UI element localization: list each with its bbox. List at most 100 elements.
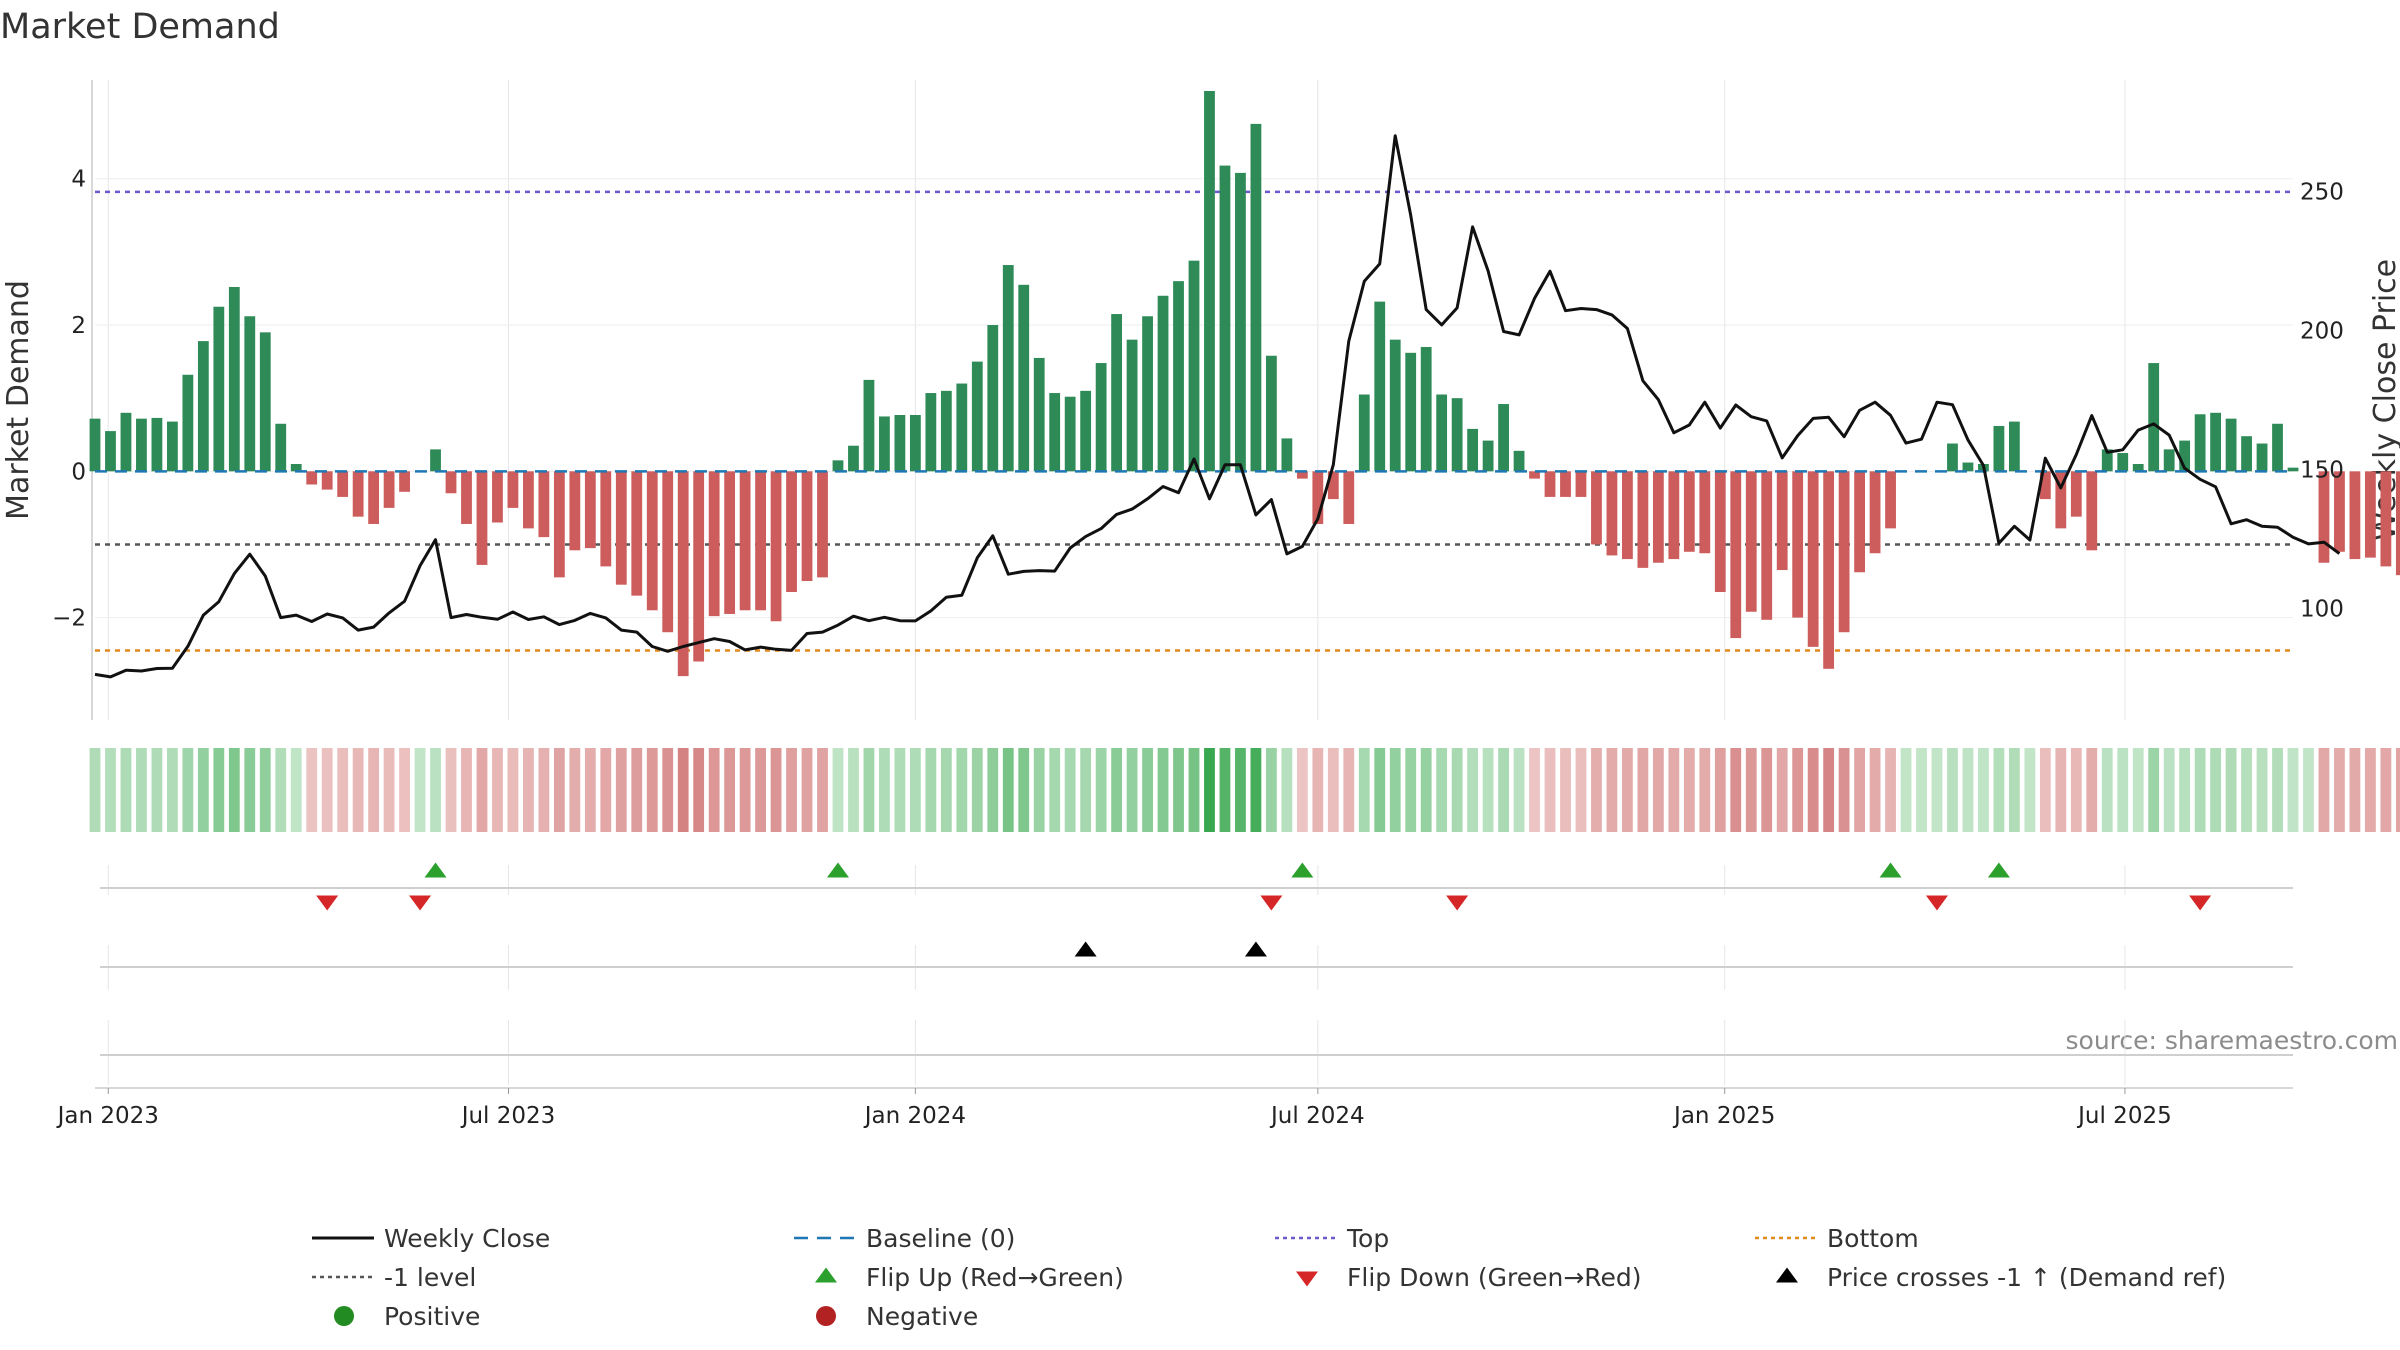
strip-cell-positive xyxy=(151,748,163,832)
flip-up-marker xyxy=(826,862,849,878)
demand-bar-positive xyxy=(228,286,240,472)
strip-cell-negative xyxy=(1622,748,1633,832)
strip-cell-negative xyxy=(770,748,782,832)
chart-title: Market Demand xyxy=(0,7,280,47)
strip-cell-negative xyxy=(492,748,503,832)
strip-cell-negative xyxy=(383,748,395,832)
demand-bar-positive xyxy=(1962,462,1974,472)
strip-cell-positive xyxy=(987,748,999,832)
demand-bar-negative xyxy=(1869,471,1881,554)
strip-cell-negative xyxy=(584,748,596,832)
strip-cell-negative xyxy=(1652,748,1664,832)
strip-cell-negative xyxy=(708,748,720,832)
demand-bar-negative xyxy=(352,471,364,517)
legend-swatch-triangle-up xyxy=(815,1267,837,1283)
demand-bar-negative xyxy=(368,471,380,524)
flip-down-marker xyxy=(316,895,339,911)
strip-cell-positive xyxy=(89,748,101,832)
y-left-tick-label: 0 xyxy=(71,459,86,485)
demand-bar-negative xyxy=(1529,471,1540,479)
strip-cell-positive xyxy=(1188,748,1200,832)
strip-cell-positive xyxy=(863,748,875,832)
strip-cell-negative xyxy=(631,748,643,832)
demand-bar-negative xyxy=(569,471,581,551)
demand-bar-negative xyxy=(306,471,318,485)
demand-bar-negative xyxy=(755,471,766,611)
demand-bar-positive xyxy=(1111,314,1123,472)
strip-cell-positive xyxy=(1436,748,1448,832)
strip-cell-positive xyxy=(2148,748,2160,832)
strip-cell-negative xyxy=(553,748,565,832)
flip-down-marker xyxy=(1925,895,1948,911)
strip-cell-negative xyxy=(352,748,364,832)
price-cross-marker xyxy=(1074,941,1097,957)
x-tick-label: Jul 2023 xyxy=(460,1103,556,1129)
demand-bar-positive xyxy=(1374,301,1386,472)
strip-cell-negative xyxy=(461,748,472,832)
strip-cell-positive xyxy=(2024,748,2036,832)
strip-cell-positive xyxy=(1916,748,1927,832)
legend-label: Flip Up (Red→Green) xyxy=(866,1263,1124,1292)
price-cross-markers xyxy=(1074,941,1267,957)
strip-cell-negative xyxy=(1776,748,1788,832)
demand-bar-negative xyxy=(1312,471,1324,524)
legend-label: Top xyxy=(1346,1224,1389,1253)
demand-bar-negative xyxy=(2364,471,2376,558)
strip-cell-negative xyxy=(1807,748,1819,832)
demand-bar-negative xyxy=(1575,471,1587,497)
strip-cell-negative xyxy=(2086,748,2098,832)
flip-down-marker xyxy=(1260,895,1283,911)
demand-bar-positive xyxy=(894,414,906,472)
flip-down-marker xyxy=(409,895,432,911)
strip-cell-positive xyxy=(1142,748,1153,832)
demand-bar-negative xyxy=(786,471,797,592)
price-cross-marker xyxy=(1244,941,1267,957)
strip-cell-negative xyxy=(739,748,751,832)
strip-cell-positive xyxy=(2194,748,2206,832)
strip-cell-positive xyxy=(275,748,287,832)
strip-cell-negative xyxy=(600,748,612,832)
strip-cell-negative xyxy=(755,748,766,832)
strip-cell-negative xyxy=(2380,748,2392,832)
demand-bar-positive xyxy=(1142,316,1153,472)
demand-bar-negative xyxy=(1637,471,1649,568)
strip-cell-negative xyxy=(817,748,828,832)
demand-bar-negative xyxy=(817,471,828,578)
strip-cell-positive xyxy=(1358,748,1370,832)
demand-bar-negative xyxy=(724,471,736,614)
y-left-tick-label: −2 xyxy=(52,606,86,632)
strip-cell-positive xyxy=(1513,748,1525,832)
demand-bar-negative xyxy=(2070,471,2082,517)
strip-cell-positive xyxy=(1204,748,1215,832)
demand-bar-negative xyxy=(1745,471,1757,612)
strip-cell-positive xyxy=(2163,748,2175,832)
demand-bar-negative xyxy=(1776,471,1788,571)
strip-cell-positive xyxy=(1064,748,1076,832)
demand-bar-negative xyxy=(399,471,410,492)
demand-bar-negative xyxy=(1606,471,1618,556)
legend-label: Flip Down (Green→Red) xyxy=(1347,1263,1642,1292)
y-right-tick-label: 100 xyxy=(2300,597,2344,623)
demand-bar-positive xyxy=(1126,339,1138,472)
flip-up-marker xyxy=(424,862,447,878)
demand-bar-negative xyxy=(2380,471,2392,567)
strip-cell-positive xyxy=(1389,748,1401,832)
demand-bar-negative xyxy=(1761,471,1773,620)
demand-bar-negative xyxy=(1730,471,1742,639)
y-right-tick-label: 200 xyxy=(2300,318,2344,344)
legend-label: Price crosses -1 ↑ (Demand ref) xyxy=(1827,1263,2226,1292)
strip-cell-negative xyxy=(1838,748,1850,832)
demand-bar-positive xyxy=(430,449,441,472)
legend-label: -1 level xyxy=(384,1263,476,1292)
strip-cell-negative xyxy=(662,748,674,832)
strip-cell-positive xyxy=(1467,748,1479,832)
strip-cell-positive xyxy=(244,748,256,832)
strip-cell-positive xyxy=(2272,748,2283,832)
demand-bar-negative xyxy=(461,471,472,524)
demand-bar-positive xyxy=(197,341,209,472)
demand-bar-positive xyxy=(2272,423,2283,472)
strip-cell-negative xyxy=(306,748,318,832)
strip-cell-positive xyxy=(1374,748,1386,832)
strip-cell-positive xyxy=(1962,748,1974,832)
y-left-tick-label: 2 xyxy=(71,313,86,339)
